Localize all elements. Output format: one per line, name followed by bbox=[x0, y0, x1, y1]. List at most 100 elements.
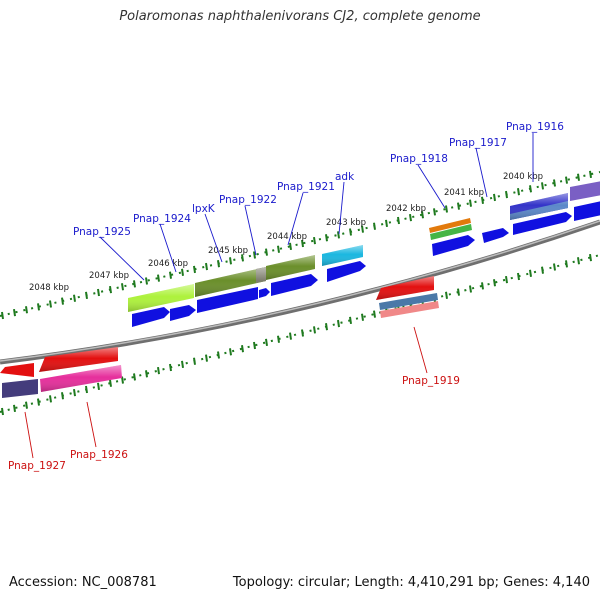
scale-tick bbox=[25, 306, 28, 314]
scale-tick bbox=[541, 182, 544, 190]
scale-tick bbox=[589, 253, 592, 262]
scale-tick bbox=[349, 228, 352, 236]
cds-pnap-1925-arrow[interactable] bbox=[132, 307, 170, 327]
cds-pnap-1918-arrow[interactable] bbox=[482, 228, 509, 243]
scale-tick bbox=[25, 401, 28, 409]
scale-tick bbox=[37, 303, 40, 311]
tick-label-2044: 2044 kbp bbox=[267, 232, 307, 242]
scale-tick bbox=[313, 236, 316, 245]
scale-tick bbox=[229, 257, 232, 265]
scale-tick bbox=[481, 196, 484, 204]
scale-tick bbox=[577, 257, 580, 265]
label-lpxk[interactable]: lpxK bbox=[192, 203, 216, 215]
forward-gene-labels: Pnap_1916 Pnap_1917 Pnap_1918 adk Pnap_1… bbox=[73, 121, 564, 238]
label-pnap-1917[interactable]: Pnap_1917 bbox=[449, 137, 507, 149]
scale-tick bbox=[289, 332, 292, 340]
tick-label-2048: 2048 kbp bbox=[29, 283, 69, 293]
scale-tick bbox=[385, 219, 388, 228]
label-pnap-1924[interactable]: Pnap_1924 bbox=[133, 213, 191, 225]
leader-pnap-1918 bbox=[417, 164, 446, 209]
scale-tick bbox=[193, 357, 196, 365]
label-pnap-1922[interactable]: Pnap_1922 bbox=[219, 194, 277, 206]
scale-tick bbox=[577, 173, 580, 181]
label-pnap-1921[interactable]: Pnap_1921 bbox=[277, 181, 335, 193]
cds-pnap-1921-arrow[interactable] bbox=[271, 274, 318, 296]
label-pnap-1918[interactable]: Pnap_1918 bbox=[390, 153, 448, 165]
genome-backbone bbox=[0, 219, 600, 365]
cds-lpxk-arrow[interactable] bbox=[259, 288, 270, 298]
scale-tick bbox=[181, 268, 184, 276]
cds-pnap-1922-arrow[interactable] bbox=[197, 287, 258, 313]
tick-label-2045: 2045 kbp bbox=[208, 246, 248, 256]
scale-tick bbox=[541, 266, 544, 274]
gene-pnap-1927-feature[interactable] bbox=[0, 363, 34, 377]
label-pnap-1919[interactable]: Pnap_1919 bbox=[402, 375, 460, 387]
scale-tick bbox=[445, 291, 448, 299]
leader-pnap-1926 bbox=[86, 401, 97, 448]
forward-cds-row bbox=[132, 201, 600, 327]
scale-tick bbox=[325, 234, 328, 242]
scale-tick bbox=[121, 283, 124, 291]
genome-backbone-highlight bbox=[0, 220, 600, 362]
scale-tick bbox=[553, 263, 556, 271]
cds-pnap-1916-arrow[interactable] bbox=[574, 201, 600, 221]
gene-pnap-1918-feature[interactable] bbox=[429, 218, 471, 233]
map-title: Polaromonas naphthalenivorans CJ2, compl… bbox=[119, 9, 481, 24]
scale-tick bbox=[565, 176, 568, 184]
scale-tick bbox=[157, 367, 160, 375]
cds-pnap-1917-arrow[interactable] bbox=[513, 212, 572, 235]
scale-tick bbox=[49, 395, 52, 403]
scale-tick bbox=[109, 379, 112, 387]
scale-tick bbox=[169, 271, 172, 279]
scale-tick bbox=[433, 208, 436, 216]
scale-tick bbox=[169, 363, 172, 372]
scale-tick bbox=[553, 179, 556, 187]
scale-tick bbox=[565, 260, 568, 268]
scale-tick bbox=[397, 216, 400, 225]
scale-tick bbox=[265, 248, 268, 256]
label-pnap-1926[interactable]: Pnap_1926 bbox=[70, 449, 128, 461]
scale-tick bbox=[469, 199, 472, 207]
scale-tick bbox=[289, 242, 292, 251]
cds-pnap-1918b-arrow[interactable] bbox=[432, 235, 475, 256]
scale-tick bbox=[277, 335, 280, 343]
scale-tick bbox=[145, 370, 148, 378]
scale-tick bbox=[457, 288, 460, 296]
label-pnap-1916[interactable]: Pnap_1916 bbox=[506, 121, 564, 133]
leader-adk bbox=[338, 181, 345, 235]
scale-tick bbox=[61, 297, 64, 305]
scale-tick bbox=[121, 376, 124, 384]
scale-tick bbox=[157, 274, 160, 282]
scale-tick bbox=[517, 188, 520, 196]
scale-tick bbox=[277, 245, 280, 253]
scale-tick bbox=[217, 351, 220, 359]
scale-tick bbox=[529, 185, 532, 193]
scale-tick bbox=[409, 213, 412, 222]
scale-tick bbox=[205, 262, 208, 271]
cds-pnap-1924-arrow[interactable] bbox=[170, 305, 196, 321]
scale-tick bbox=[349, 316, 352, 325]
scale-tick bbox=[1, 407, 4, 416]
gene-pnap-1927-feature-b bbox=[2, 379, 38, 398]
cds-adk-arrow[interactable] bbox=[327, 261, 366, 282]
scale-tick bbox=[493, 193, 496, 202]
label-pnap-1927[interactable]: Pnap_1927 bbox=[8, 460, 66, 472]
feature-gloss bbox=[39, 193, 568, 392]
scale-tick bbox=[445, 205, 448, 213]
scale-tick bbox=[253, 251, 256, 259]
forward-scale-rail bbox=[0, 171, 600, 317]
tick-label-2046: 2046 kbp bbox=[148, 259, 188, 269]
scale-tick bbox=[73, 388, 76, 397]
scale-tick bbox=[301, 329, 304, 337]
label-pnap-1925[interactable]: Pnap_1925 bbox=[73, 226, 131, 238]
scale-tick bbox=[1, 311, 4, 320]
label-adk[interactable]: adk bbox=[335, 171, 355, 183]
scale-tick bbox=[253, 341, 256, 350]
gene-pnap-1916-feature[interactable] bbox=[570, 181, 600, 201]
scale-tick bbox=[313, 326, 316, 334]
scale-tick bbox=[421, 211, 424, 219]
scale-tick bbox=[97, 382, 100, 390]
scale-tick bbox=[373, 222, 376, 230]
scale-tick bbox=[133, 280, 136, 288]
